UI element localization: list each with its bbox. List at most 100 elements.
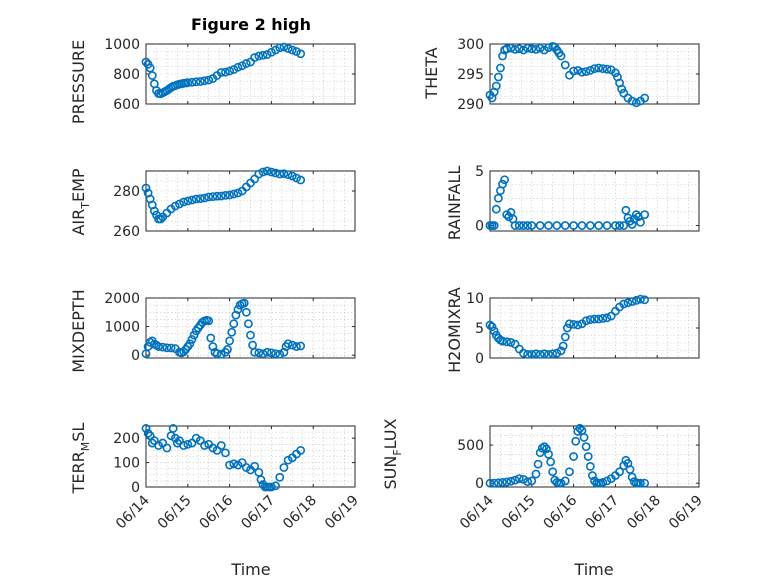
data-point [145,63,155,73]
data-point [539,442,549,451]
data-point [292,342,301,351]
y-tick-label: 0 [475,351,484,367]
data-point [283,170,293,179]
subplot-air-temp: AIRTEMP [69,168,92,235]
data-point [489,326,499,336]
data-point [506,476,516,486]
data-point [556,346,566,356]
data-point [212,349,222,359]
data-point [544,449,553,459]
ylabel-theta: THETA [422,47,441,99]
x-tick-label: 06/14 [457,492,497,532]
data-point [594,63,604,73]
data-point [216,191,226,201]
data-point [279,169,289,178]
data-point [221,448,230,458]
subplot-sun-flux: SUNFLUX [381,418,404,489]
data-point [244,319,253,329]
data-point [531,349,541,359]
data-point [200,193,209,203]
data-point [493,478,503,488]
data-point [569,221,578,230]
y-tick-label: 1000 [104,37,140,53]
data-point [498,478,507,487]
data-point [627,220,637,229]
y-tick-label: 100 [113,456,140,472]
data-point [531,45,541,54]
data-point [611,221,620,230]
data-point [179,347,189,357]
data-point [636,294,645,304]
data-point [204,316,214,326]
data-point [631,295,641,305]
data-point [562,323,572,333]
data-point [590,314,599,324]
xlabel-right: Time [573,560,613,579]
data-point [602,221,612,230]
y-tick-label: 290 [457,97,484,113]
data-point [162,343,172,353]
y-tick-label: 0 [131,348,140,364]
data-point [283,44,293,53]
data-point [493,193,503,203]
y-tick-label: 5 [475,164,484,180]
data-point [573,320,583,330]
data-point [544,43,553,52]
data-point [258,167,268,177]
data-point [617,84,627,94]
xlabel-left: Time [230,560,270,579]
x-tick-label: 06/17 [582,493,622,533]
ylabel-air-temp: AIRTEMP [69,168,92,235]
data-point [256,475,266,485]
y-tick-label: 0 [131,480,140,496]
axes-theta: 290 295 300 [457,37,700,113]
data-point [619,221,629,230]
data-point [254,51,264,61]
data-point [627,297,637,306]
ylabel-terr-msl: TERRMSL [69,423,92,495]
data-point [640,93,650,103]
data-point [241,307,251,317]
data-point [262,166,272,176]
data-point [271,349,280,359]
data-point [502,477,512,487]
data-point [506,337,516,347]
ylabel-rainfall: RAINFALL [445,166,464,241]
subplot-mixdepth: MIXDEPTH [69,289,88,372]
subplot-pressure: PRESSURE [69,40,88,124]
data-point [594,221,604,230]
data-point [206,333,216,343]
data-point [170,201,180,211]
data-point [491,81,501,91]
data-point [535,349,545,359]
data-point [227,327,237,337]
data-point [498,179,507,189]
data-point [287,171,297,181]
data-point [636,217,645,227]
data-point [598,64,608,73]
ylabel-mixdepth: MIXDEPTH [69,289,88,372]
data-point [514,221,524,230]
data-point [233,305,243,314]
data-point [250,53,260,62]
data-point [195,194,205,203]
data-point [537,443,547,453]
data-point [221,67,230,77]
x-tick-label: 06/19 [322,493,362,533]
x-tick-label: 06/17 [238,493,278,533]
data-point [544,349,553,359]
data-point [250,174,260,184]
data-point [585,315,595,324]
data-point [590,64,599,73]
y-tick-label: 5 [475,321,484,337]
data-point [154,342,163,351]
data-point [585,462,595,471]
data-point [204,192,214,202]
data-point [143,428,153,438]
data-point [489,478,499,488]
data-point [223,345,232,354]
data-point [296,49,306,59]
data-point [594,314,604,324]
data-point [640,295,650,305]
y-tick-label: 800 [113,67,140,83]
